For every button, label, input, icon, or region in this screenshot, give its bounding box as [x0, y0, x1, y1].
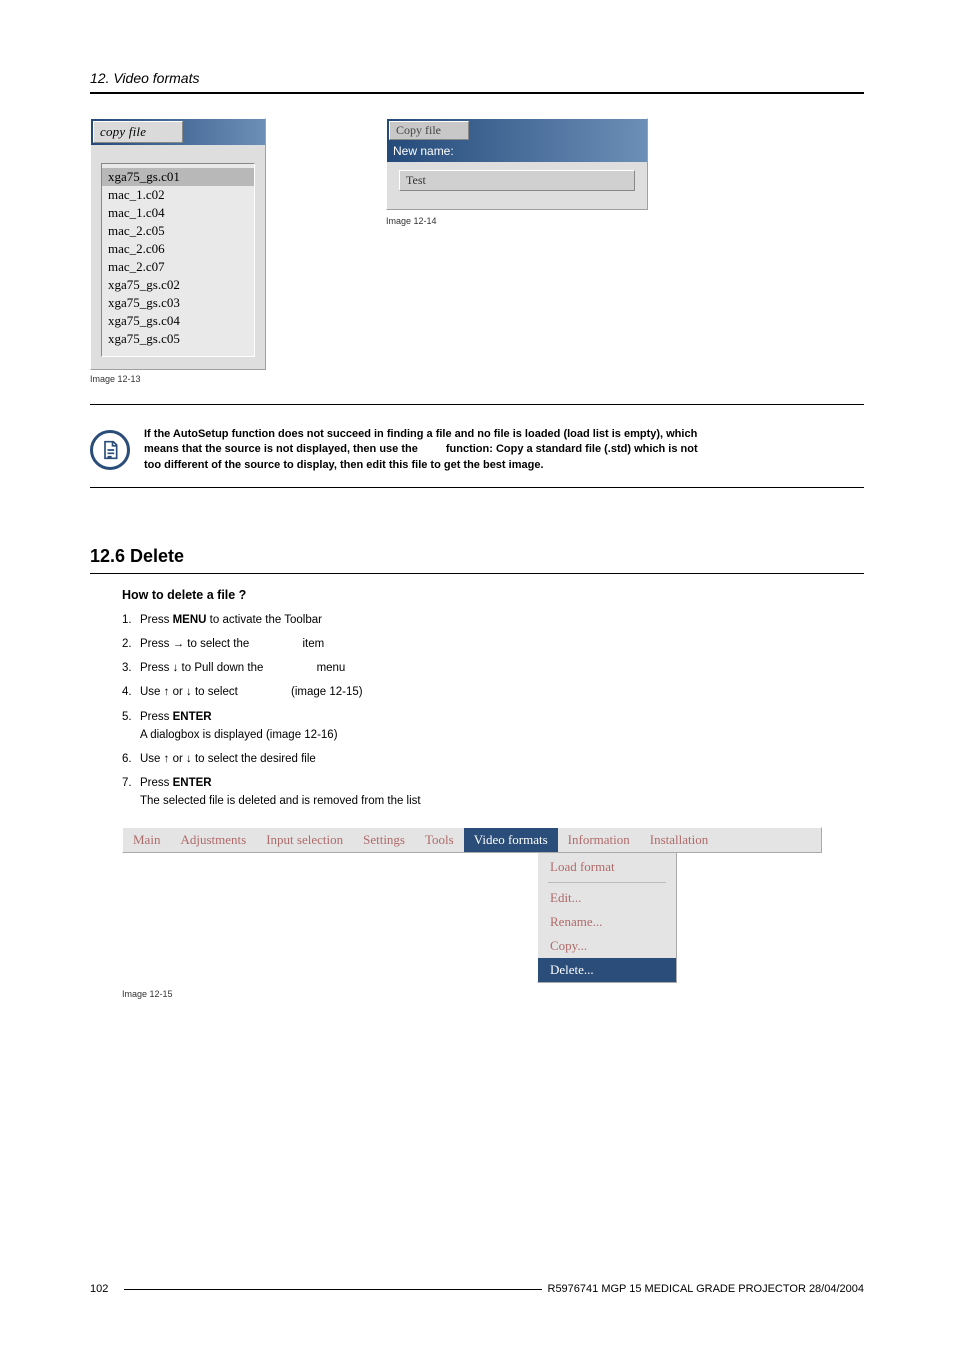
step-item: Press ENTERThe selected file is deleted …: [122, 775, 864, 809]
note-line: function: Copy a standard file (.std) wh…: [446, 443, 698, 455]
howto-subhead: How to delete a file ?: [122, 588, 864, 602]
section-heading: 12.6 Delete: [90, 546, 864, 567]
footer-rule: [124, 1289, 542, 1290]
menu-item-information[interactable]: Information: [558, 828, 640, 852]
list-item[interactable]: xga75_gs.c04: [102, 312, 254, 330]
list-item[interactable]: xga75_gs.c05: [102, 330, 254, 348]
list-item[interactable]: mac_1.c04: [102, 204, 254, 222]
menu-item-main[interactable]: Main: [123, 828, 170, 852]
copy-file-titlebar: copy file: [91, 119, 265, 145]
caption: Image 12-13: [90, 374, 266, 384]
dropdown-item-rename[interactable]: Rename...: [538, 910, 676, 934]
note-line: means that the source is not displayed, …: [144, 443, 418, 455]
page-header: 12. Video formats: [90, 70, 864, 86]
menu-item-adjustments[interactable]: Adjustments: [170, 828, 256, 852]
newname-titlebar: Copy file: [387, 119, 647, 142]
section-rule: [90, 573, 864, 574]
step-item: Press ↓ to Pull down the menu: [122, 660, 864, 676]
dropdown-item-edit[interactable]: Edit...: [538, 886, 676, 910]
list-item[interactable]: mac_2.c05: [102, 222, 254, 240]
list-item[interactable]: mac_1.c02: [102, 186, 254, 204]
caption: Image 12-14: [386, 216, 648, 226]
newname-sublabel: New name:: [387, 142, 647, 162]
copy-file-title: copy file: [93, 121, 183, 143]
note-text: If the AutoSetup function does not succe…: [144, 427, 698, 473]
note-line: too different of the source to display, …: [144, 459, 544, 471]
dropdown-menu: Load format Edit... Rename... Copy... De…: [537, 853, 677, 983]
step-item: Press MENU to activate the Toolbar: [122, 612, 864, 628]
note-icon: [90, 430, 130, 470]
copy-file-dialog: copy file xga75_gs.c01 mac_1.c02 mac_1.c…: [90, 118, 266, 370]
step-item: Press → to select the item: [122, 636, 864, 652]
newname-input[interactable]: Test: [399, 170, 635, 191]
menu-item-tools[interactable]: Tools: [415, 828, 464, 852]
list-item[interactable]: xga75_gs.c03: [102, 294, 254, 312]
step-item: Use ↑ or ↓ to select (image 12-15): [122, 684, 864, 700]
howto-steps: Press MENU to activate the Toolbar Press …: [122, 612, 864, 809]
list-item[interactable]: xga75_gs.c01: [102, 168, 254, 186]
dropdown-item-copy[interactable]: Copy...: [538, 934, 676, 958]
menubar: Main Adjustments Input selection Setting…: [122, 827, 822, 853]
page-footer: 102 R5976741 MGP 15 MEDICAL GRADE PROJEC…: [90, 1283, 864, 1295]
header-rule: [90, 92, 864, 94]
footer-text: R5976741 MGP 15 MEDICAL GRADE PROJECTOR …: [542, 1283, 865, 1295]
caption: Image 12-15: [122, 989, 864, 999]
menu-item-input-selection[interactable]: Input selection: [256, 828, 353, 852]
newname-dialog: Copy file New name: Test: [386, 118, 648, 210]
step-item: Press ENTERA dialogbox is displayed (ima…: [122, 709, 864, 743]
copy-file-list[interactable]: xga75_gs.c01 mac_1.c02 mac_1.c04 mac_2.c…: [101, 163, 255, 357]
page-number: 102: [90, 1283, 120, 1295]
menu-item-video-formats[interactable]: Video formats: [464, 828, 558, 852]
step-item: Use ↑ or ↓ to select the desired file: [122, 751, 864, 767]
list-item[interactable]: mac_2.c07: [102, 258, 254, 276]
list-item[interactable]: xga75_gs.c02: [102, 276, 254, 294]
note-top-rule: [90, 404, 864, 405]
dropdown-item-delete[interactable]: Delete...: [538, 958, 676, 982]
list-item[interactable]: mac_2.c06: [102, 240, 254, 258]
menu-item-installation[interactable]: Installation: [640, 828, 719, 852]
note-line: If the AutoSetup function does not succe…: [144, 428, 697, 440]
menu-item-settings[interactable]: Settings: [353, 828, 415, 852]
dropdown-divider: [548, 882, 666, 883]
dropdown-item-load-format[interactable]: Load format: [538, 853, 676, 879]
note-bottom-rule: [90, 487, 864, 488]
newname-title: Copy file: [389, 121, 469, 140]
